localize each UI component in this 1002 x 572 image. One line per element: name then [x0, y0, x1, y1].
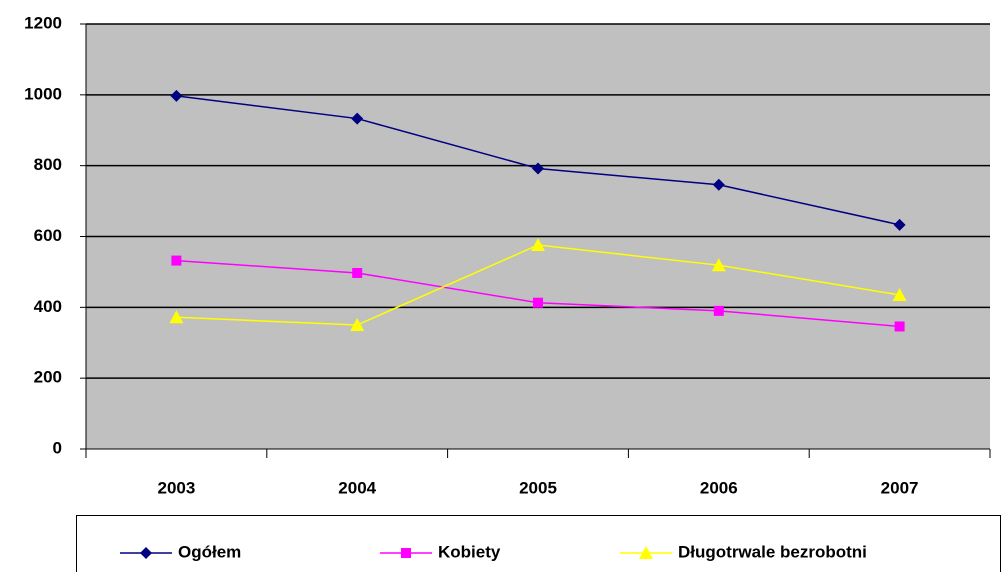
y-tick-label: 800: [34, 155, 62, 174]
point: [713, 305, 724, 316]
point: [170, 89, 183, 102]
point: [892, 287, 907, 301]
y-tick-label: 400: [34, 297, 62, 316]
y-tick-label: 600: [34, 226, 62, 245]
legend-label: Długotrwale bezrobotni: [678, 542, 867, 561]
x-tick-label: 2006: [700, 478, 738, 497]
legend-marker: [140, 547, 152, 559]
point: [893, 218, 906, 231]
point: [712, 178, 725, 191]
legend-marker: [639, 546, 653, 559]
x-tick-label: 2003: [157, 478, 195, 497]
x-tick-label: 2004: [338, 478, 376, 497]
y-tick-label: 1200: [24, 13, 62, 32]
legend-label: Kobiety: [438, 542, 501, 561]
x-tick-label: 2007: [881, 478, 919, 497]
legend-box: [76, 515, 1001, 572]
y-tick-label: 0: [53, 438, 62, 457]
point: [711, 258, 726, 272]
point: [533, 297, 543, 308]
point: [532, 162, 544, 175]
point: [171, 255, 182, 266]
point: [351, 112, 364, 125]
point: [531, 238, 545, 251]
legend-label: Ogółem: [178, 542, 241, 561]
point: [894, 321, 905, 332]
point: [352, 267, 363, 278]
y-tick-label: 1000: [24, 84, 62, 103]
point: [169, 310, 184, 324]
y-tick-label: 200: [34, 368, 62, 387]
point: [350, 318, 365, 332]
legend-marker: [401, 548, 411, 558]
x-tick-label: 2005: [519, 478, 557, 497]
